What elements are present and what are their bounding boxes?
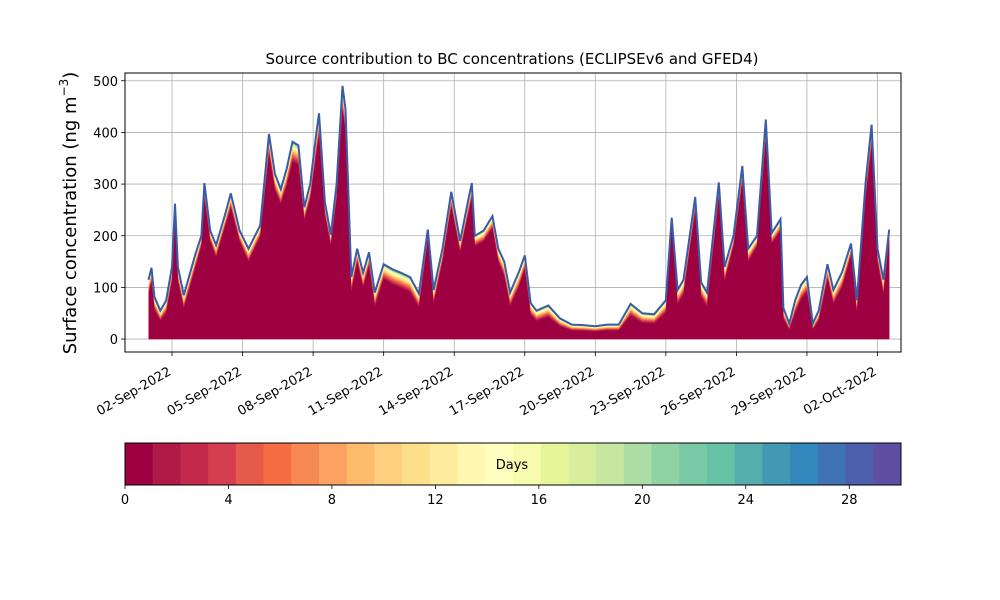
x-tick-label: 05-Sep-2022: [165, 364, 245, 419]
colorbar-swatch: [263, 443, 292, 485]
colorbar-swatch: [734, 443, 763, 485]
colorbar-swatch: [319, 443, 348, 485]
colorbar-swatch: [485, 443, 514, 485]
colorbar-swatch: [568, 443, 597, 485]
x-tick-label: 23-Sep-2022: [588, 364, 668, 419]
colorbar-swatch: [679, 443, 708, 485]
colorbar: 0 4 8 12 16 20 24 28: [121, 442, 902, 508]
y-axis-label-main: Surface concentration (ng m: [60, 96, 81, 354]
colorbar-swatch: [540, 443, 569, 485]
colorbar-swatch: [402, 443, 431, 485]
colorbar-swatch: [152, 443, 181, 485]
stacked-area: [147, 85, 891, 340]
y-tick-label: 400: [93, 126, 118, 141]
colorbar-swatch: [707, 443, 736, 485]
series-total-line: [147, 85, 891, 328]
y-tick-label: 200: [93, 230, 118, 245]
colorbar-swatch: [235, 443, 265, 485]
colorbar-swatch: [180, 443, 209, 485]
colorbar-tick-label: 4: [224, 493, 232, 508]
x-tick-label: 20-Sep-2022: [517, 364, 597, 419]
y-axis-label: Surface concentration (ng m−3): [57, 72, 81, 355]
colorbar-tick-label: 24: [738, 493, 755, 508]
x-tick-label: 17-Sep-2022: [447, 364, 527, 419]
y-axis-label-close: ): [60, 72, 81, 79]
colorbar-tick-label: 8: [328, 493, 336, 508]
colorbar-swatch: [651, 443, 680, 485]
colorbar-swatch: [457, 443, 486, 485]
colorbar-swatch: [845, 443, 874, 485]
x-tick-label: 29-Sep-2022: [729, 364, 809, 419]
x-tick-label: 02-Oct-2022: [801, 364, 879, 418]
colorbar-swatch: [817, 443, 847, 485]
x-tick-label: 02-Sep-2022: [94, 364, 174, 419]
colorbar-swatch: [513, 443, 542, 485]
plot-frame: [124, 72, 902, 353]
y-tick-label: 0: [110, 333, 118, 348]
colorbar-swatch: [346, 443, 375, 485]
colorbar-swatch: [623, 443, 653, 485]
colorbar-swatch: [762, 443, 791, 485]
colorbar-swatch: [291, 443, 320, 485]
y-tick-label: 100: [93, 281, 118, 296]
area-band: [148, 111, 890, 340]
y-axis-label-exponent: −3: [57, 79, 71, 97]
colorbar-swatch: [125, 443, 154, 485]
colorbar-swatch: [429, 443, 459, 485]
colorbar-tick-label: 20: [634, 493, 651, 508]
x-tick-label: 26-Sep-2022: [659, 364, 739, 419]
colorbar-tick-label: 28: [841, 493, 858, 508]
colorbar-frame: [124, 442, 902, 486]
colorbar-swatch: [596, 443, 625, 485]
x-tick-label: 14-Sep-2022: [376, 364, 456, 419]
colorbar-swatch: [374, 443, 403, 485]
x-tick-label: 11-Sep-2022: [306, 364, 386, 419]
colorbar-tick-label: 16: [531, 493, 548, 508]
y-tick-label: 300: [93, 178, 118, 193]
colorbar-tick-label: 12: [427, 493, 444, 508]
colorbar-swatch: [208, 443, 237, 485]
colorbar-swatch: [790, 443, 819, 485]
chart-title: Source contribution to BC concentrations…: [265, 50, 758, 68]
colorbar-swatch: [873, 443, 902, 485]
colorbar-tick-label: 0: [121, 493, 129, 508]
y-tick-label: 500: [93, 75, 118, 90]
x-tick-label: 08-Sep-2022: [235, 364, 315, 419]
colorbar-label: Days: [496, 458, 529, 473]
